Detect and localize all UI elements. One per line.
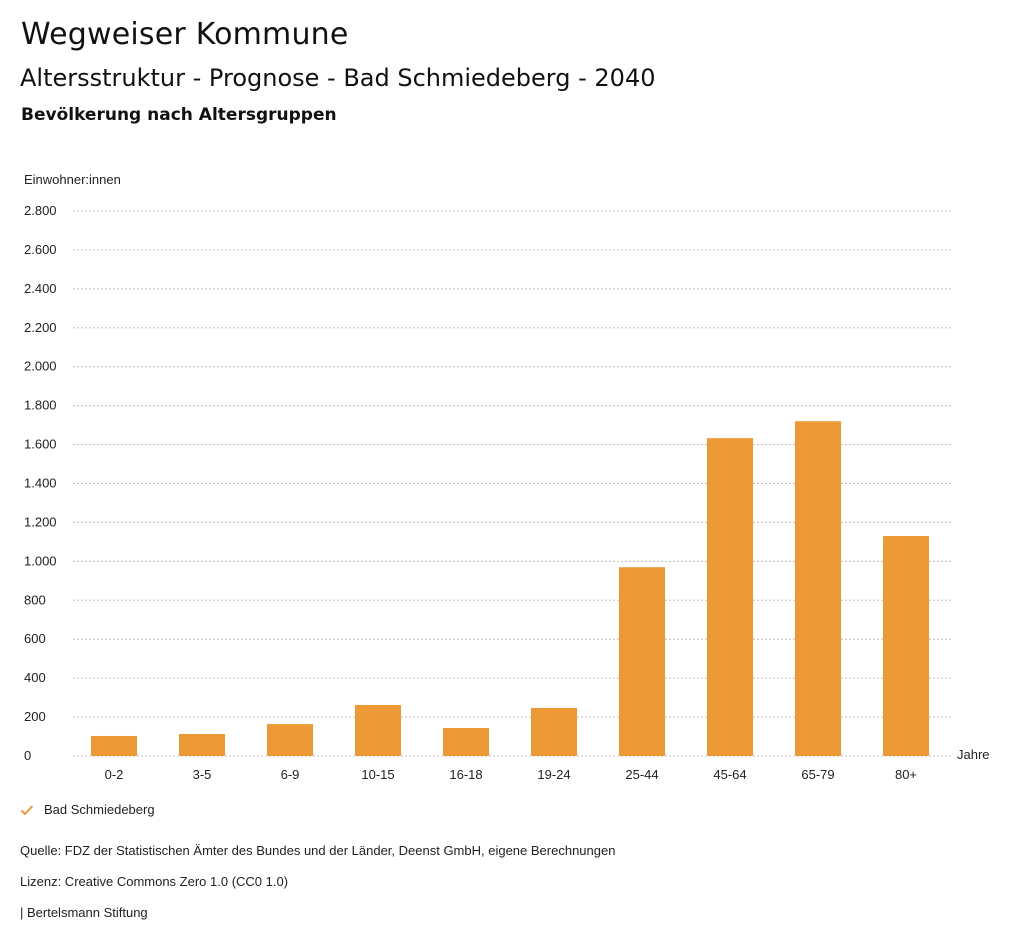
chart-subtitle: Altersstruktur - Prognose - Bad Schmiede… <box>20 64 656 92</box>
bar-16-18[interactable] <box>443 727 489 756</box>
y-tick-label: 2.800 <box>24 203 57 218</box>
bar-3-5[interactable] <box>179 734 225 756</box>
x-tick-label: 19-24 <box>537 767 570 782</box>
y-tick-label: 2.600 <box>24 242 57 257</box>
legend-label: Bad Schmiedeberg <box>44 802 155 817</box>
bar-65-79[interactable] <box>795 421 841 756</box>
y-axis-label: Einwohner:innen <box>24 172 121 187</box>
y-tick-label: 2.200 <box>24 320 57 335</box>
chart-title: Bevölkerung nach Altersgruppen <box>21 105 337 125</box>
legend-item[interactable]: Bad Schmiedeberg <box>20 802 155 817</box>
y-tick-label: 600 <box>24 631 46 646</box>
bars <box>91 421 929 756</box>
y-tick-label: 800 <box>24 592 46 607</box>
y-tick-label: 200 <box>24 709 46 724</box>
bar-25-44[interactable] <box>619 567 665 756</box>
x-tick-label: 80+ <box>895 767 917 782</box>
check-icon <box>20 804 34 815</box>
license-text: Lizenz: Creative Commons Zero 1.0 (CC0 1… <box>20 874 289 889</box>
y-tick-label: 1.800 <box>24 398 57 413</box>
y-tick-label: 1.600 <box>24 437 57 452</box>
x-tick-label: 6-9 <box>281 767 300 782</box>
y-tick-label: 0 <box>24 748 31 763</box>
y-tick-label: 400 <box>24 670 46 685</box>
x-tick-label: 16-18 <box>449 767 482 782</box>
y-tick-label: 2.400 <box>24 281 57 296</box>
bar-19-24[interactable] <box>531 707 577 756</box>
y-axis-ticks: 0 200 400 600 800 1.000 1.200 1.400 1.600 1.800 2.… <box>24 203 57 763</box>
bar-0-2[interactable] <box>91 735 137 756</box>
x-tick-label: 0-2 <box>105 767 124 782</box>
x-tick-label: 10-15 <box>361 767 394 782</box>
bar-80+[interactable] <box>883 536 929 756</box>
bar-45-64[interactable] <box>707 438 753 756</box>
y-tick-label: 1.000 <box>24 553 57 568</box>
bar-6-9[interactable] <box>267 724 313 756</box>
x-tick-label: 65-79 <box>801 767 834 782</box>
x-axis-ticks: 0-2 3-5 6-9 10-15 16-18 19-24 25-44 45-64 65-79 8… <box>105 767 917 782</box>
y-tick-label: 1.400 <box>24 476 57 491</box>
x-tick-label: 45-64 <box>713 767 746 782</box>
y-tick-label: 2.000 <box>24 359 57 374</box>
source-text: Quelle: FDZ der Statistischen Ämter des … <box>20 843 616 858</box>
x-tick-label: 25-44 <box>625 767 658 782</box>
x-tick-label: 3-5 <box>193 767 212 782</box>
publisher-text: | Bertelsmann Stiftung <box>20 905 148 920</box>
x-axis-label: Jahre <box>957 747 990 762</box>
bar-10-15[interactable] <box>355 705 401 756</box>
y-tick-label: 1.200 <box>24 514 57 529</box>
bar-chart: Einwohner:innen 0 200 400 600 800 1.000 1.200 1… <box>24 172 990 782</box>
app-title: Wegweiser Kommune <box>21 17 349 52</box>
